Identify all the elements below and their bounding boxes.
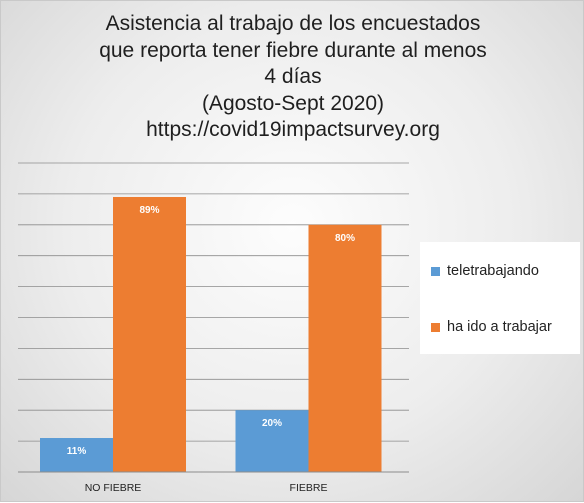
data-label: 89% (139, 205, 159, 216)
title-line: (Agosto-Sept 2020) (201, 91, 385, 115)
bar (235, 410, 309, 472)
legend-item-ha-ido-a-trabajar: ha ido a trabajar (431, 317, 552, 337)
chart-title: Asistencia al trabajo de los encuestados… (1, 11, 584, 144)
data-label: 80% (335, 233, 355, 244)
legend-swatch (431, 322, 440, 332)
x-tick-label: NO FIEBRE (85, 482, 142, 494)
legend-label: teletrabajando (447, 263, 539, 279)
bar (40, 438, 113, 472)
data-label: 11% (67, 446, 87, 457)
title-line: 4 días (264, 65, 322, 88)
data-label: 20% (262, 418, 282, 429)
legend-swatch (431, 266, 440, 276)
bar (308, 224, 382, 472)
legend-item-teletrabajando: teletrabajando (431, 261, 539, 281)
bar (113, 196, 186, 473)
legend-label: ha ido a trabajar (447, 319, 552, 335)
x-tick-label: FIEBRE (290, 482, 328, 494)
title-source-url: https://covid19impactsurvey.org (146, 118, 440, 141)
title-line: Asistencia al trabajo de los encuestados (105, 12, 481, 35)
legend: teletrabajando ha ido a trabajar (420, 242, 580, 354)
title-line: que reporta tener fiebre durante al meno… (99, 38, 487, 62)
